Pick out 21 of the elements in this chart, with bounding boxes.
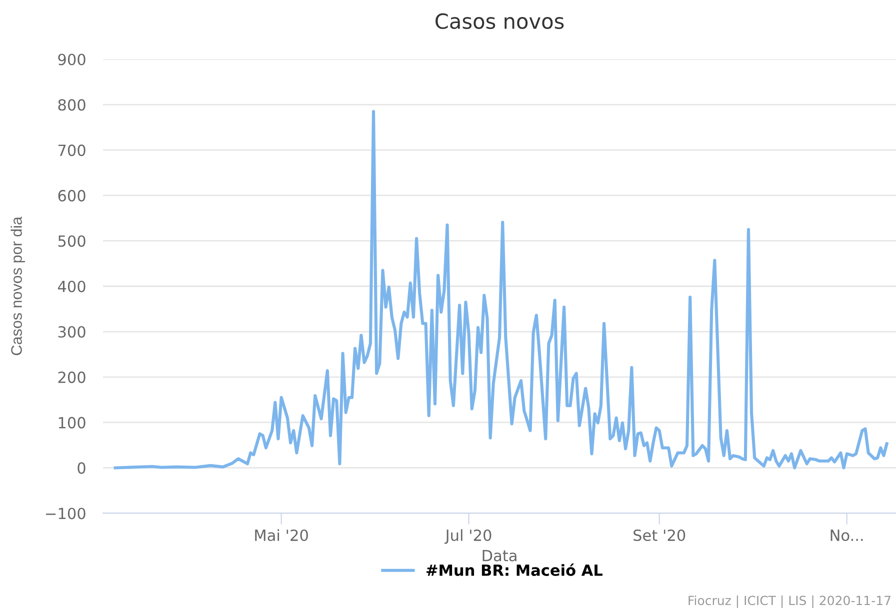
x-tick-label: Mai '20: [255, 529, 308, 542]
legend-label: #Mun BR: Maceió AL: [426, 564, 602, 576]
y-tick-label: 900: [58, 54, 86, 66]
chart-title: Casos novos: [436, 13, 564, 30]
y-tick-label: 100: [58, 416, 86, 428]
y-tick-label: 0: [78, 462, 86, 474]
x-axis-title: Data: [482, 550, 516, 562]
y-tick-label: 300: [58, 326, 86, 338]
x-tick-label: No...: [830, 530, 863, 542]
y-tick-label: 500: [58, 235, 86, 247]
y-tick-label: −100: [46, 508, 86, 520]
y-axis-title: Casos novos por dia: [10, 216, 25, 356]
y-tick-label: 700: [58, 144, 86, 156]
x-tick-label: Set '20: [634, 529, 686, 542]
y-tick-label: 200: [58, 372, 86, 384]
line-series: [114, 110, 888, 470]
y-tick-label: 600: [58, 190, 86, 202]
y-tick-label: 800: [58, 99, 86, 111]
text: Fiocruz | ICICT | LIS | 2020-11-17: [688, 595, 890, 608]
x-tick-label: Jul '20: [444, 529, 492, 544]
y-tick-label: 400: [58, 280, 86, 292]
